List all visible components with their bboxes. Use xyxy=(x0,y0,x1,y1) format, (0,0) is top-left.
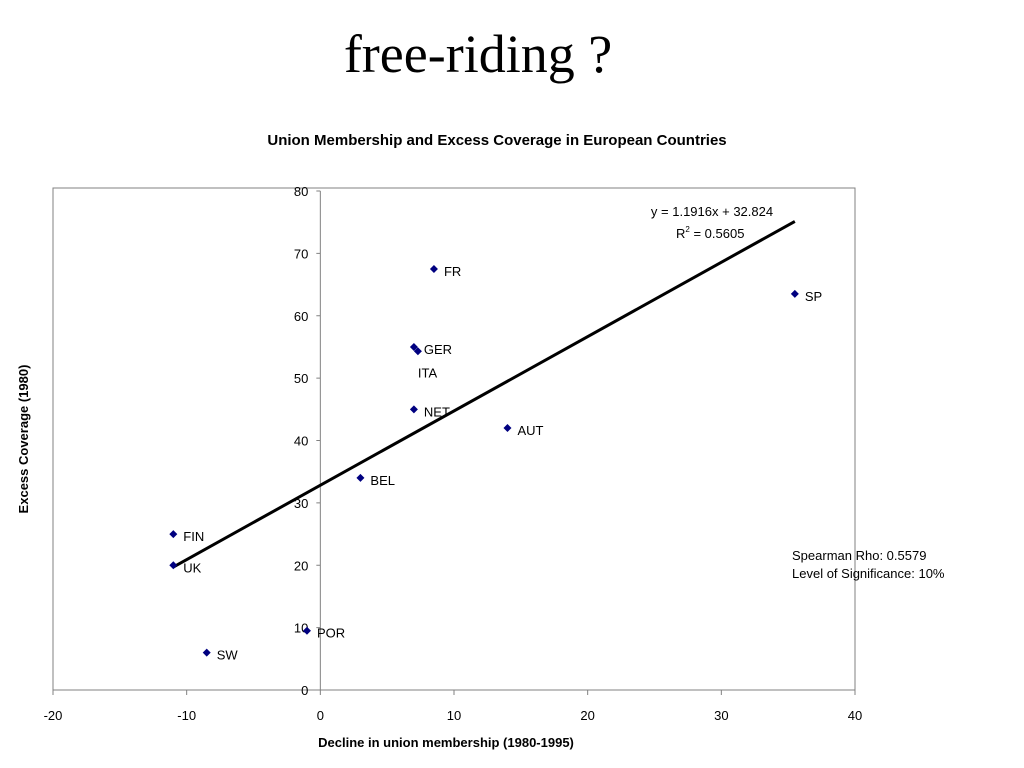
data-point xyxy=(169,561,178,570)
point-label: UK xyxy=(183,560,201,575)
data-point xyxy=(413,347,422,356)
y-tick-label: 50 xyxy=(294,371,308,386)
data-point xyxy=(409,342,418,351)
x-axis-label: Decline in union membership (1980-1995) xyxy=(318,735,574,750)
point-label: NET xyxy=(424,404,450,419)
point-label: FR xyxy=(444,264,461,279)
point-label: POR xyxy=(317,626,345,641)
data-point xyxy=(169,530,178,539)
r2-prefix: R xyxy=(676,226,685,241)
y-axis-label: Excess Coverage (1980) xyxy=(16,365,31,514)
trendline-group xyxy=(172,220,796,569)
spearman-rho: Spearman Rho: 0.5579 xyxy=(792,548,927,563)
data-point xyxy=(503,424,512,433)
data-point xyxy=(790,289,799,298)
y-tick-label: 60 xyxy=(294,309,308,324)
point-label: ITA xyxy=(418,365,438,380)
chart-title: Union Membership and Excess Coverage in … xyxy=(267,132,727,149)
x-tick-label: 40 xyxy=(848,708,862,723)
point-label: SP xyxy=(805,289,822,304)
data-points: FR SP GER ITA NET AUT BEL FIN UK POR SW xyxy=(169,264,822,663)
x-tick-label: 0 xyxy=(317,708,324,723)
r2-value: = 0.5605 xyxy=(690,226,745,241)
x-tick-label: 30 xyxy=(714,708,728,723)
point-label: SW xyxy=(217,648,239,663)
point-label: FIN xyxy=(183,529,204,544)
x-tick-label: -20 xyxy=(44,708,63,723)
data-point xyxy=(356,473,365,482)
x-tick-label: 10 xyxy=(447,708,461,723)
data-point xyxy=(202,648,211,657)
spearman-note: Spearman Rho: 0.5579 Level of Significan… xyxy=(792,547,944,583)
y-tick-label: 70 xyxy=(294,246,308,261)
trendline-r2: R2 = 0.5605 xyxy=(676,225,744,241)
point-label: GER xyxy=(424,342,452,357)
trendline xyxy=(172,220,796,569)
x-tick-label: 20 xyxy=(580,708,594,723)
point-label: BEL xyxy=(370,473,395,488)
significance-level: Level of Significance: 10% xyxy=(792,566,945,581)
trendline-equation: y = 1.1916x + 32.824 xyxy=(651,204,773,219)
slide-title: free-riding ? xyxy=(343,24,613,84)
data-point xyxy=(409,405,418,414)
y-tick-label: 20 xyxy=(294,558,308,573)
data-point xyxy=(429,264,438,273)
point-label: AUT xyxy=(517,423,543,438)
y-tick-label: 0 xyxy=(301,683,308,698)
r2-exponent: 2 xyxy=(685,225,690,234)
y-tick-label: 80 xyxy=(294,184,308,199)
data-point xyxy=(302,626,311,635)
x-tick-label: -10 xyxy=(177,708,196,723)
y-tick-label: 40 xyxy=(294,434,308,449)
